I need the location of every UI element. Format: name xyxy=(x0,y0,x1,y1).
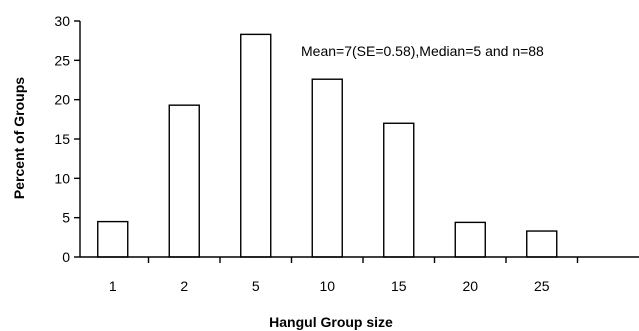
y-tick-label: 5 xyxy=(62,210,70,226)
bar-15 xyxy=(383,122,415,258)
x-ticks xyxy=(147,257,579,263)
y-tick-label: 30 xyxy=(54,13,70,29)
y-tick-label: 25 xyxy=(54,52,70,68)
x-tick-label: 2 xyxy=(180,278,188,294)
bars xyxy=(97,33,558,258)
y-ticks xyxy=(74,20,80,258)
bar-5 xyxy=(240,33,272,258)
x-tick-labels: 1 2 5 10 15 20 25 xyxy=(109,278,550,294)
chart-annotation: Mean=7(SE=0.58),Median=5 and n=88 xyxy=(301,43,544,59)
bar-25 xyxy=(526,230,558,258)
y-tick-label: 0 xyxy=(62,249,70,265)
y-axis-title: Percent of Groups xyxy=(11,77,27,199)
y-tick-label: 20 xyxy=(54,92,70,108)
x-axis-title: Hangul Group size xyxy=(269,314,393,330)
x-tick-label: 5 xyxy=(252,278,260,294)
x-tick-label: 20 xyxy=(462,278,478,294)
bar-2 xyxy=(168,104,200,258)
y-tick-label: 10 xyxy=(54,170,70,186)
x-tick-label: 1 xyxy=(109,278,117,294)
x-tick-label: 15 xyxy=(391,278,407,294)
bar-1 xyxy=(97,220,129,258)
bar-20 xyxy=(454,221,486,258)
bar-10 xyxy=(311,78,343,258)
y-tick-labels: 0 5 10 15 20 25 30 xyxy=(54,13,70,265)
x-tick-label: 25 xyxy=(534,278,550,294)
y-tick-label: 15 xyxy=(54,131,70,147)
x-tick-label: 10 xyxy=(319,278,335,294)
